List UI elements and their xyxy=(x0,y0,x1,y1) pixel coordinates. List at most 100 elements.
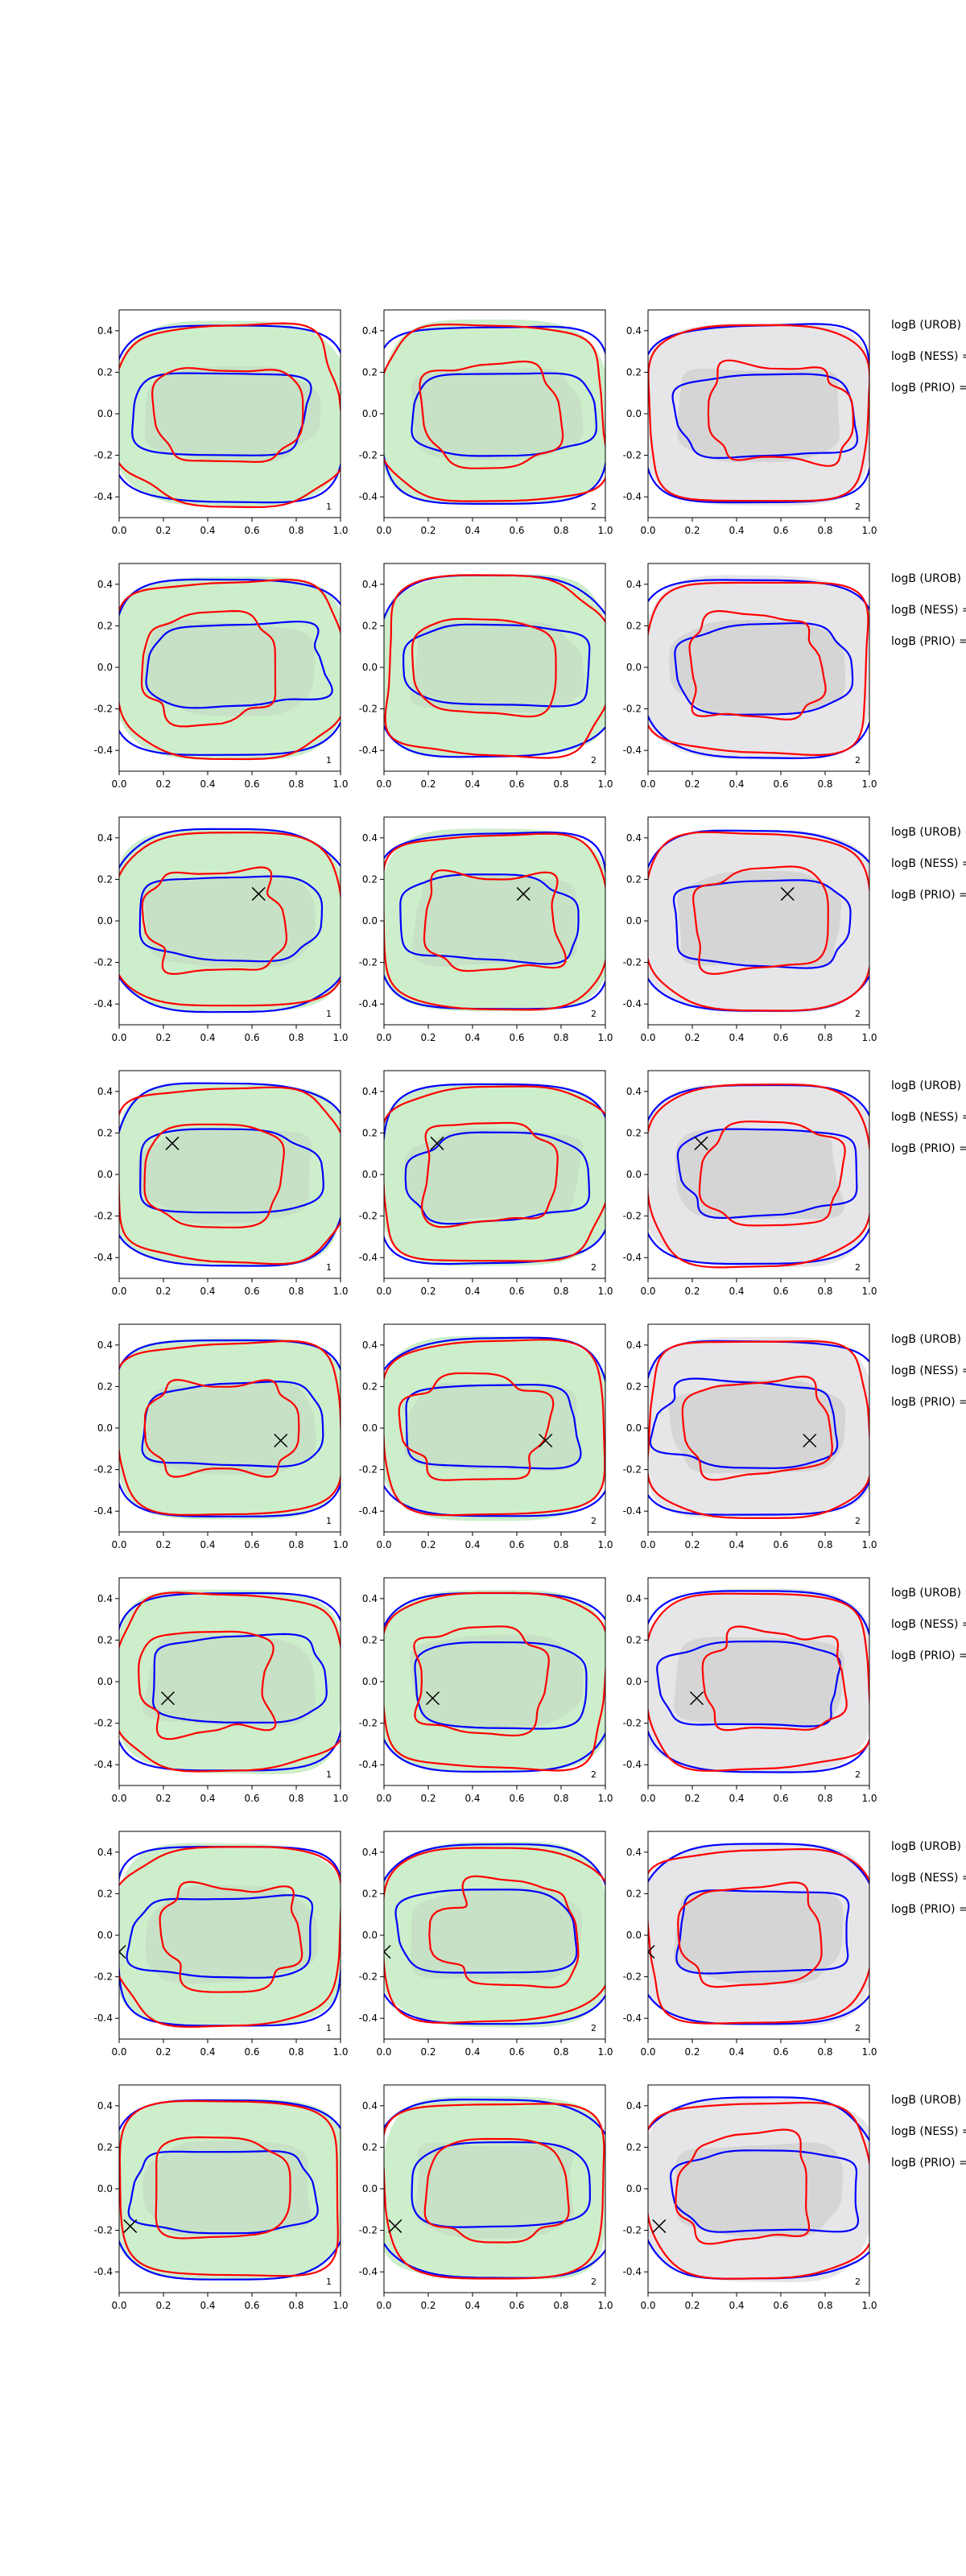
y-tick-label: -0.4 xyxy=(623,1759,642,1770)
x-tick-label: 0.2 xyxy=(155,2046,171,2058)
y-tick-label: -0.4 xyxy=(623,491,642,502)
x-tick-label: 0.2 xyxy=(684,1539,700,1550)
red-outer-contour xyxy=(648,1592,869,1772)
y-tick-label: -0.2 xyxy=(94,704,113,715)
x-tick-label: 0.0 xyxy=(111,525,126,536)
x-tick-label: 1.0 xyxy=(332,2046,348,2058)
red-inner-contour xyxy=(151,367,304,464)
panel-r1-c2: 0.4 0.2 0.0 -0.2 -0.4 0.0 0.2 0.4 0.6 0.8 1.0 2 xyxy=(359,309,613,536)
y-tick-label: 0.4 xyxy=(97,832,113,844)
x-tick-label: 0.6 xyxy=(244,778,259,790)
blue-outer-contour xyxy=(119,1592,341,1772)
y-tick-label: 0.2 xyxy=(97,2141,113,2153)
panel-number: 2 xyxy=(591,755,597,766)
panel-r2-c1: 0.4 0.2 0.0 -0.2 -0.4 0.0 0.2 0.4 0.6 0.8 1.0 1 xyxy=(94,563,349,790)
logb-annotation: logB (UROB) = xyxy=(891,1333,966,1346)
x-tick-label: 0.2 xyxy=(420,2046,436,2058)
y-tick-label: 0.0 xyxy=(362,408,378,419)
panel-number: 1 xyxy=(326,502,332,512)
y-tick-label: -0.2 xyxy=(623,2225,642,2236)
y-tick-label: 0.2 xyxy=(362,366,378,378)
x-tick-label: 0.2 xyxy=(155,778,171,790)
y-tick-label: -0.4 xyxy=(623,2013,642,2024)
x-marker xyxy=(689,1691,704,1706)
x-tick-label: 0.2 xyxy=(155,1032,171,1043)
panel-number: 1 xyxy=(326,2023,332,2033)
y-tick-label: 0.0 xyxy=(362,1676,378,1687)
x-tick-label: 0.6 xyxy=(773,2300,788,2311)
y-tick-label: -0.4 xyxy=(359,998,378,1009)
panel-r8-c3: 0.4 0.2 0.0 -0.2 -0.4 0.0 0.2 0.4 0.6 0.8 1.0 2 xyxy=(623,2084,877,2311)
x-tick-label: 0.0 xyxy=(111,1793,126,1804)
red-inner-contour xyxy=(681,1375,833,1481)
y-tick-label: -0.2 xyxy=(359,2225,378,2236)
red-inner-contour xyxy=(691,865,829,976)
panel-number: 2 xyxy=(591,1262,597,1273)
y-tick-label: 0.2 xyxy=(97,1634,113,1645)
y-tick-label: 0.0 xyxy=(626,2183,642,2194)
x-tick-label: 0.8 xyxy=(817,2300,832,2311)
x-marker xyxy=(384,1945,391,1959)
y-tick-label: 0.0 xyxy=(626,1422,642,1434)
logb-annotation: logB (UROB) = xyxy=(891,572,966,585)
x-tick-label: 0.0 xyxy=(111,1539,126,1550)
inner-density-fill xyxy=(144,620,315,716)
x-tick-label: 0.4 xyxy=(729,1793,744,1804)
y-tick-label: 0.4 xyxy=(362,2100,378,2112)
red-inner-contour xyxy=(675,2128,811,2245)
y-tick-label: 0.4 xyxy=(362,579,378,590)
y-tick-label: 0.2 xyxy=(97,1888,113,1899)
x-tick-label: 0.6 xyxy=(509,1032,524,1043)
x-tick-label: 0.6 xyxy=(773,778,788,790)
blue-inner-contour xyxy=(669,2149,860,2233)
y-tick-label: 0.4 xyxy=(97,2100,113,2112)
x-marker xyxy=(780,886,795,901)
red-inner-contour xyxy=(677,1881,823,1988)
y-tick-label: 0.0 xyxy=(97,408,113,419)
x-tick-label: 1.0 xyxy=(861,2046,877,2058)
inner-density-fill xyxy=(677,870,842,968)
inner-density-fill xyxy=(142,2140,312,2236)
inner-density-fill xyxy=(675,2142,843,2238)
y-tick-label: 0.2 xyxy=(626,366,642,378)
panel-r6-c1: 0.4 0.2 0.0 -0.2 -0.4 0.0 0.2 0.4 0.6 0.8 1.0 1 xyxy=(94,1577,349,1804)
red-outer-contour xyxy=(384,323,605,502)
x-tick-label: 0.6 xyxy=(773,1032,788,1043)
x-tick-label: 1.0 xyxy=(861,2300,877,2311)
y-tick-label: 0.0 xyxy=(97,1169,113,1180)
red-inner-contour xyxy=(155,2136,291,2240)
red-inner-contour xyxy=(423,869,568,972)
x-tick-label: 1.0 xyxy=(597,525,613,536)
blue-inner-contour xyxy=(145,621,333,709)
x-tick-label: 0.6 xyxy=(773,1793,788,1804)
logb-annotation: logB (PRIO) = xyxy=(891,889,966,902)
y-tick-label: 0.4 xyxy=(626,579,642,590)
blue-inner-contour xyxy=(152,1633,328,1724)
y-tick-label: 0.4 xyxy=(97,1847,113,1858)
panel-number: 1 xyxy=(326,1009,332,1019)
x-tick-label: 1.0 xyxy=(597,1539,613,1550)
blue-outer-contour xyxy=(119,1082,341,1267)
red-inner-contour xyxy=(420,1121,559,1228)
x-tick-label: 0.2 xyxy=(684,2300,700,2311)
red-outer-contour xyxy=(119,1591,341,1773)
x-tick-label: 0.2 xyxy=(684,525,700,536)
x-tick-label: 0.6 xyxy=(244,1032,259,1043)
inner-density-fill xyxy=(411,1887,583,1980)
panel-number: 2 xyxy=(855,1516,861,1526)
red-inner-contour xyxy=(398,1372,555,1481)
x-tick-label: 0.4 xyxy=(464,1032,480,1043)
y-tick-label: 0.0 xyxy=(97,2183,113,2194)
x-tick-label: 1.0 xyxy=(332,1539,348,1550)
inner-density-fill xyxy=(138,1129,312,1224)
y-tick-label: 0.0 xyxy=(626,1930,642,1941)
x-tick-label: 0.0 xyxy=(640,2300,655,2311)
red-outer-contour xyxy=(119,832,341,1007)
red-outer-contour xyxy=(648,1083,869,1269)
y-tick-label: 0.2 xyxy=(362,1888,378,1899)
y-tick-label: 0.2 xyxy=(626,1634,642,1645)
panel-number: 2 xyxy=(855,2023,861,2033)
x-tick-label: 0.4 xyxy=(200,1793,215,1804)
y-tick-label: 0.0 xyxy=(626,1169,642,1180)
x-marker xyxy=(539,1433,553,1448)
